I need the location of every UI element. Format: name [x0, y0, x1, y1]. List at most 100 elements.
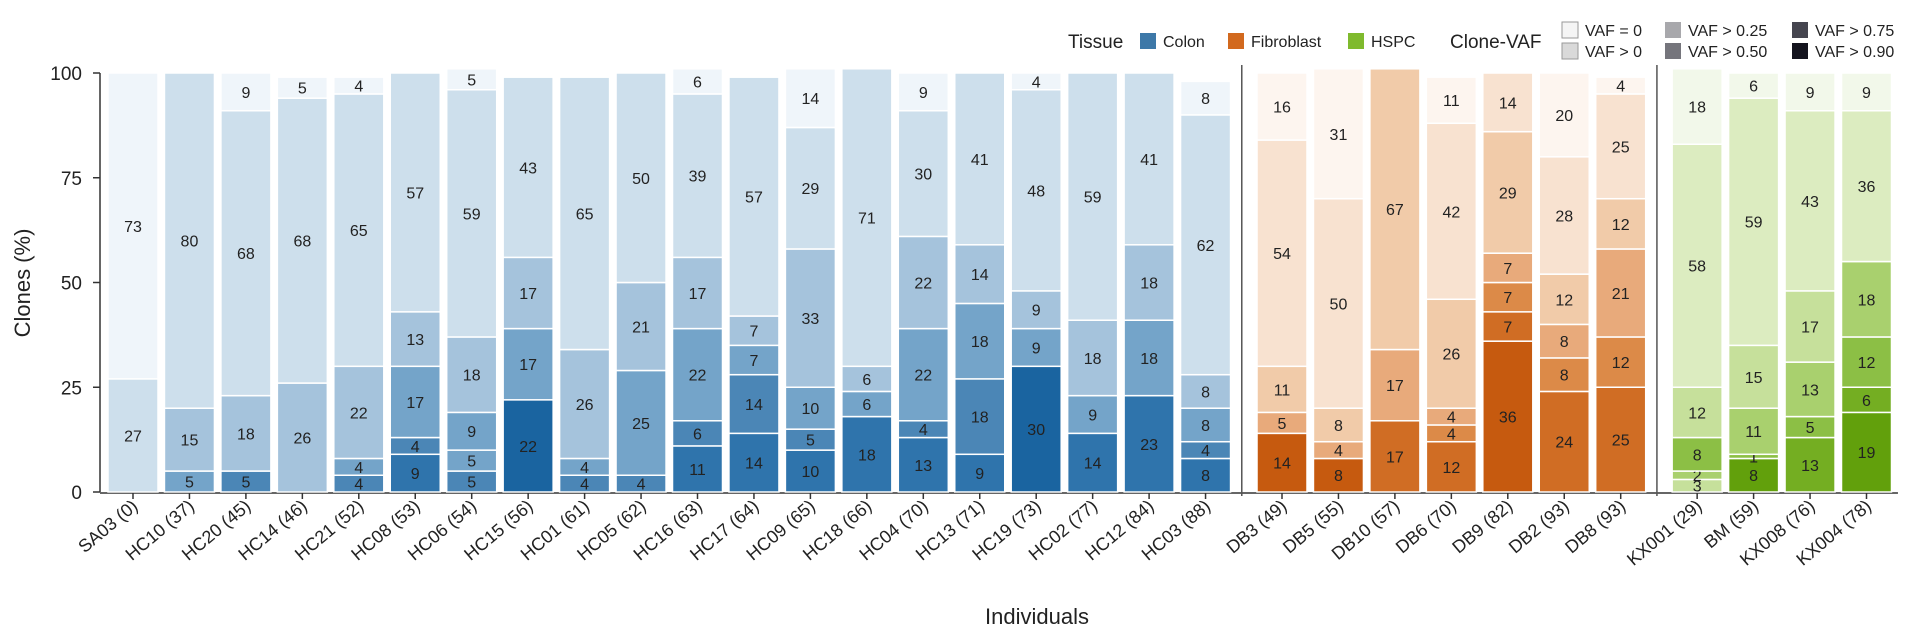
bar-segment — [163, 72, 216, 409]
segment-value-label: 13 — [1801, 458, 1819, 475]
segment-value-label: 14 — [1084, 456, 1102, 473]
bar-segment — [276, 382, 329, 493]
segment-value-label: 4 — [1616, 79, 1625, 96]
bar-segment — [1123, 319, 1175, 397]
bar-segment — [1538, 72, 1590, 158]
bar-hc17: 14 14 7 7 57 — [728, 76, 780, 493]
bar-hc20: 5 18 68 9 — [220, 72, 272, 493]
segment-value-label: 5 — [467, 454, 476, 471]
bar-segment — [1671, 143, 1723, 388]
segment-value-label: 4 — [354, 79, 363, 96]
x-tick-labels: SA03 (0)HC10 (37)HC20 (45)HC14 (46)HC21 … — [74, 493, 1875, 570]
segment-value-label: 18 — [858, 447, 876, 464]
segment-value-label: 4 — [580, 460, 589, 477]
segment-value-label: 50 — [1330, 296, 1348, 313]
legend-vaf0-label: VAF = 0 — [1585, 23, 1642, 40]
bar-hc19: 30 9 9 48 4 — [1010, 72, 1062, 493]
bar-segment — [333, 93, 385, 368]
segment-value-label: 5 — [298, 81, 307, 98]
bar-hc16: 11 6 22 17 39 6 — [671, 68, 724, 493]
segment-value-label: 8 — [1560, 368, 1569, 385]
bar-segment — [389, 72, 441, 313]
bar-segment — [276, 97, 329, 384]
bar-segment — [954, 302, 1006, 380]
bar-segment — [1727, 97, 1780, 347]
bar-segment — [502, 399, 554, 493]
segment-value-label: 13 — [406, 332, 424, 349]
bar-segment — [1840, 72, 1893, 112]
bar-segment — [107, 72, 159, 380]
segment-value-label: 14 — [802, 91, 820, 108]
y-tick-label: 75 — [61, 169, 82, 190]
x-tick-label: DB2 (93) — [1505, 496, 1573, 558]
segment-value-label: 29 — [802, 181, 820, 198]
bar-segment — [502, 256, 554, 330]
segment-value-label: 4 — [411, 439, 420, 456]
legend-fibroblast-swatch — [1228, 33, 1244, 49]
segment-value-label: 5 — [467, 475, 476, 492]
segment-value-label: 26 — [1442, 347, 1460, 364]
bar-hc04: 13 4 22 22 30 9 — [897, 72, 950, 493]
bar-segment — [1594, 93, 1647, 200]
bar-segment — [1369, 68, 1421, 351]
bar-segment — [841, 365, 893, 393]
segment-value-label: 9 — [919, 85, 928, 102]
segment-value-label: 28 — [1555, 208, 1573, 225]
segment-value-label: 11 — [1443, 93, 1460, 110]
segment-value-label: 26 — [576, 397, 594, 414]
segment-value-label: 65 — [576, 206, 594, 223]
segment-value-label: 26 — [293, 431, 311, 448]
segment-value-label: 30 — [1027, 422, 1045, 439]
bar-segment — [1594, 386, 1647, 493]
segment-value-label: 57 — [406, 185, 424, 202]
segment-value-label: 5 — [1278, 416, 1287, 433]
legend-vaf025-label: VAF > 0.25 — [1688, 23, 1767, 40]
legend-vaf090-swatch — [1792, 43, 1808, 59]
bar-segment — [1594, 336, 1647, 388]
segment-value-label: 36 — [1858, 179, 1876, 196]
bar-segment — [841, 415, 893, 493]
bar-segment — [445, 68, 498, 91]
segment-value-label: 7 — [1503, 261, 1512, 278]
bar-segment — [1784, 361, 1836, 418]
bar-segment — [558, 348, 611, 460]
bar-segment — [897, 235, 950, 330]
bar-segment — [897, 72, 950, 112]
bar-segment — [1066, 394, 1119, 435]
segment-value-label: 62 — [1197, 238, 1215, 255]
bar-hc10: 5 15 80 — [163, 72, 216, 493]
bar-segment — [1538, 357, 1590, 393]
segment-value-label: 59 — [1745, 215, 1763, 232]
segment-value-label: 3 — [1693, 479, 1702, 496]
bar-segment — [1727, 72, 1780, 99]
segment-value-label: 13 — [914, 458, 932, 475]
segment-value-label: 9 — [1862, 85, 1871, 102]
segment-value-label: 19 — [1858, 445, 1876, 462]
segment-value-label: 4 — [580, 477, 589, 494]
segment-value-label: 68 — [293, 234, 311, 251]
x-tick-label: DB8 (93) — [1561, 496, 1629, 558]
segment-value-label: 5 — [1806, 420, 1815, 437]
segment-value-label: 8 — [1201, 468, 1210, 485]
bar-db5: 8 4 8 50 31 — [1312, 68, 1365, 493]
bar-segment — [784, 449, 837, 493]
bar-segment — [671, 93, 724, 259]
bar-segment — [615, 72, 667, 284]
segment-value-label: 8 — [1201, 91, 1210, 108]
bar-segment — [1010, 72, 1062, 91]
bar-segment — [1179, 114, 1232, 376]
bar-segment — [1010, 327, 1062, 368]
bar-segment — [1256, 139, 1308, 368]
bar-segment — [1066, 72, 1119, 321]
y-axis-title: Clones (%) — [10, 229, 35, 338]
bar-segment — [728, 373, 780, 435]
bar-segment — [1482, 252, 1534, 284]
segment-value-label: 24 — [1555, 435, 1573, 452]
segment-value-label: 14 — [971, 267, 989, 284]
bar-segment — [1312, 68, 1365, 200]
bar-kx004: 19 6 12 18 36 9 — [1840, 72, 1893, 493]
bar-hc03: 8 4 8 8 62 8 — [1179, 80, 1232, 493]
segment-value-label: 18 — [971, 334, 989, 351]
bar-segment — [1594, 76, 1647, 95]
